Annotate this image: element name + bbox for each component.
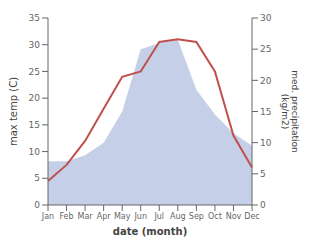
svg-text:Jan: Jan	[41, 212, 54, 221]
svg-text:10: 10	[29, 147, 41, 157]
svg-text:Nov: Nov	[226, 212, 242, 221]
svg-text:Oct: Oct	[208, 212, 222, 221]
svg-text:25: 25	[29, 67, 40, 77]
svg-text:25: 25	[260, 44, 271, 54]
svg-text:date (month): date (month)	[113, 226, 187, 237]
svg-text:Sep: Sep	[189, 212, 204, 221]
svg-text:Feb: Feb	[59, 212, 73, 221]
svg-text:30: 30	[29, 40, 41, 50]
svg-text:Mar: Mar	[78, 212, 94, 221]
svg-text:5: 5	[34, 173, 40, 183]
svg-text:5: 5	[260, 169, 266, 179]
svg-text:0: 0	[260, 200, 266, 210]
svg-text:Jul: Jul	[153, 212, 164, 221]
svg-text:0: 0	[34, 200, 40, 210]
svg-text:Apr: Apr	[97, 212, 112, 221]
svg-text:May: May	[114, 212, 131, 221]
svg-text:20: 20	[29, 93, 41, 103]
svg-text:Aug: Aug	[170, 212, 186, 221]
svg-text:Jun: Jun	[133, 212, 147, 221]
svg-text:30: 30	[260, 13, 272, 23]
svg-text:Dec: Dec	[244, 212, 259, 221]
svg-text:15: 15	[29, 120, 40, 130]
svg-text:20: 20	[260, 76, 272, 86]
svg-text:10: 10	[260, 138, 272, 148]
svg-text:max temp (C): max temp (C)	[8, 77, 19, 146]
svg-text:35: 35	[29, 13, 40, 23]
svg-text:15: 15	[260, 107, 271, 117]
svg-text:med. precipitation(kg/m2): med. precipitation(kg/m2)	[280, 70, 300, 152]
